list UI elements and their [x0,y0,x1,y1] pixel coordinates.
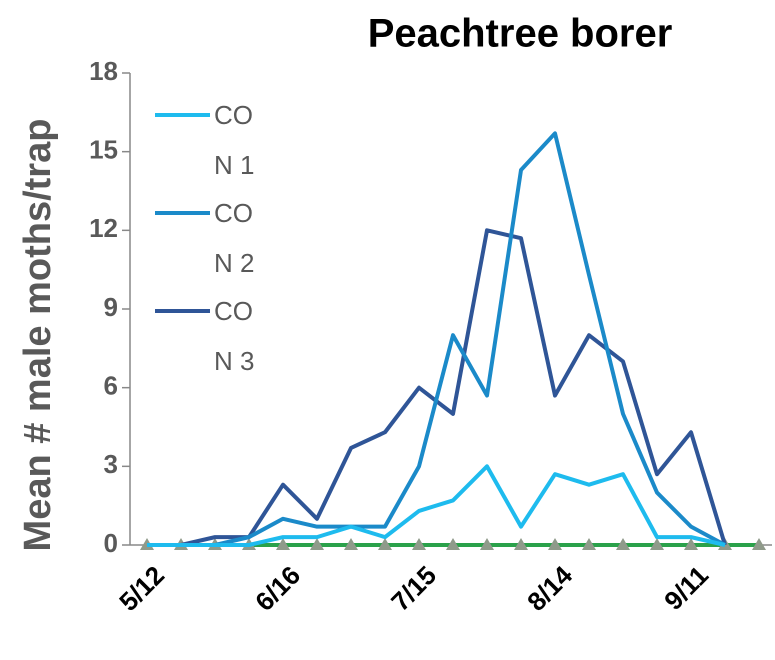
marker [276,538,290,550]
legend-label: CON 2 [214,198,255,278]
chart-title: Peachtree borer [368,12,673,56]
x-tick-label: 6/16 [249,560,306,617]
x-tick-label: 9/11 [658,560,714,616]
marker [650,538,664,550]
marker [310,538,324,550]
marker [446,538,460,550]
marker [582,538,596,550]
y-axis-label: Mean # male moths/trap [17,119,59,552]
y-tick-label: 0 [104,528,118,558]
marker [684,538,698,550]
marker [616,538,630,550]
x-tick-label: 8/14 [521,560,578,617]
x-tick-label: 7/15 [385,560,442,617]
y-tick-label: 3 [104,449,118,479]
y-tick-label: 6 [104,371,118,401]
series-line [147,131,726,547]
marker [548,538,562,550]
series-line [147,464,726,547]
y-tick-label: 9 [104,292,118,322]
marker [344,538,358,550]
legend-label: CON 1 [214,100,255,180]
y-tick-label: 15 [89,135,118,165]
marker [378,538,392,550]
y-tick-label: 18 [89,56,118,86]
marker [752,538,766,550]
legend-label: CON 3 [214,296,255,376]
marker [480,538,494,550]
marker [514,538,528,550]
y-tick-label: 12 [89,213,118,243]
marker [412,538,426,550]
x-tick-label: 5/12 [113,560,170,617]
